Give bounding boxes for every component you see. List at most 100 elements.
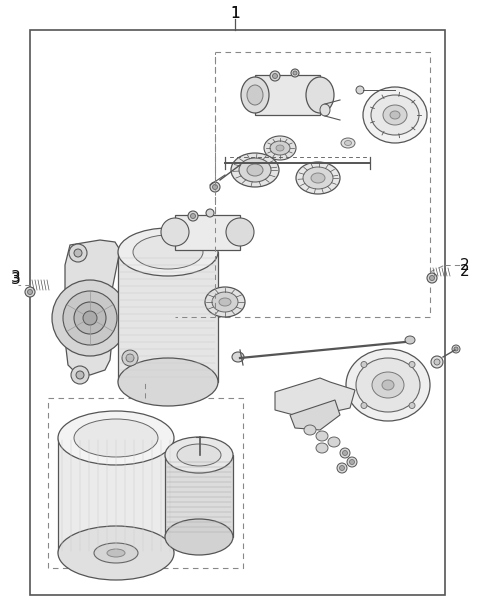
Bar [165,455,233,537]
Ellipse shape [205,287,245,317]
Circle shape [343,450,348,455]
Ellipse shape [226,218,254,246]
Ellipse shape [316,443,328,453]
Text: 2: 2 [460,265,470,279]
Ellipse shape [118,228,218,276]
Ellipse shape [165,437,233,473]
Circle shape [337,463,347,473]
Ellipse shape [296,162,340,194]
Circle shape [270,71,280,81]
Text: 1: 1 [230,5,240,21]
Ellipse shape [346,349,430,421]
Polygon shape [275,378,355,418]
Bar [30,30,445,595]
Bar [48,398,243,568]
Ellipse shape [383,105,407,125]
Circle shape [293,71,297,75]
Polygon shape [290,400,340,430]
Circle shape [361,403,367,409]
Ellipse shape [219,298,231,306]
Ellipse shape [345,141,351,145]
Ellipse shape [276,145,284,151]
Circle shape [356,86,364,94]
Text: 3: 3 [11,271,21,285]
Ellipse shape [372,372,404,398]
Ellipse shape [405,336,415,344]
Ellipse shape [241,77,269,113]
Ellipse shape [165,519,233,555]
Ellipse shape [363,87,427,143]
Text: 3: 3 [11,273,21,288]
Text: 2: 2 [460,257,470,273]
Ellipse shape [58,526,174,580]
Circle shape [206,209,214,217]
Ellipse shape [356,358,420,412]
Circle shape [273,73,277,78]
Ellipse shape [311,173,325,183]
Ellipse shape [177,444,221,466]
Circle shape [347,457,357,467]
Circle shape [434,359,440,365]
Circle shape [361,362,367,367]
Circle shape [122,350,138,366]
Circle shape [340,448,350,458]
Circle shape [188,211,198,221]
Ellipse shape [382,380,394,390]
Circle shape [349,459,355,464]
Polygon shape [65,240,120,375]
Ellipse shape [133,235,203,269]
Bar [255,75,320,115]
Circle shape [409,362,415,367]
Ellipse shape [232,352,244,362]
Circle shape [25,287,35,297]
Ellipse shape [320,104,330,116]
Bar [58,438,173,553]
Ellipse shape [306,77,334,113]
Ellipse shape [316,431,328,441]
Circle shape [210,182,220,192]
Bar [175,215,240,250]
Ellipse shape [161,218,189,246]
Ellipse shape [390,111,400,119]
Circle shape [339,466,345,470]
Bar [215,52,430,317]
Ellipse shape [247,85,263,105]
Circle shape [71,366,89,384]
Circle shape [409,403,415,409]
Circle shape [126,354,134,362]
Circle shape [454,347,458,351]
Circle shape [213,185,217,189]
Ellipse shape [74,419,158,457]
Circle shape [52,280,128,356]
Ellipse shape [247,164,263,176]
Circle shape [291,69,299,77]
Circle shape [63,291,117,345]
Bar [118,252,218,382]
Circle shape [83,311,97,325]
Circle shape [27,290,33,295]
Circle shape [191,213,195,219]
Circle shape [74,249,82,257]
Ellipse shape [304,425,316,435]
Ellipse shape [371,95,419,135]
Ellipse shape [58,411,174,465]
Circle shape [452,345,460,353]
Ellipse shape [231,153,279,187]
Circle shape [74,302,106,334]
Ellipse shape [239,158,271,182]
Ellipse shape [107,549,125,557]
Circle shape [427,273,437,283]
Ellipse shape [303,167,333,189]
Ellipse shape [264,136,296,160]
Ellipse shape [212,292,238,312]
Ellipse shape [94,543,138,563]
Ellipse shape [118,358,218,406]
Circle shape [69,244,87,262]
Ellipse shape [328,437,340,447]
Ellipse shape [270,141,290,155]
Circle shape [430,276,434,280]
Ellipse shape [341,138,355,148]
Circle shape [76,371,84,379]
Text: 1: 1 [230,5,240,21]
Circle shape [431,356,443,368]
